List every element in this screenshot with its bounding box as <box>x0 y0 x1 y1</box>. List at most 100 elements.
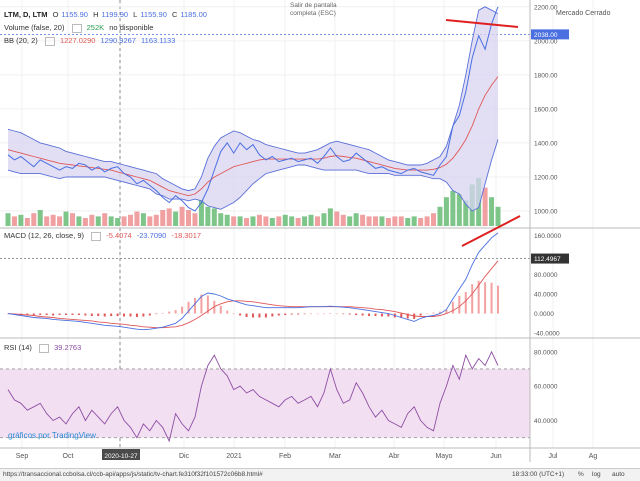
settings-icon[interactable] <box>44 36 55 46</box>
y-tick-label: 80.0000 <box>534 272 558 279</box>
trendline-price <box>445 19 519 28</box>
rsi-label: RSI (14) <box>4 343 32 352</box>
volume-bar <box>431 213 437 226</box>
x-tick-label: Dic <box>179 453 190 460</box>
ohlc-l-label: L <box>133 10 138 19</box>
volume-bar <box>134 211 140 226</box>
volume-bar <box>443 197 449 226</box>
crosshair-date-box <box>102 449 140 460</box>
bb-v1: 1227.0290 <box>59 36 96 45</box>
y-tick-label: 0.0000 <box>534 311 554 318</box>
x-tick-label: 2021 <box>226 453 242 460</box>
macd-series <box>7 232 499 331</box>
macd-histogram-bar <box>97 313 100 316</box>
y-tick-label: 80.0000 <box>534 349 558 356</box>
volume-bar <box>424 216 430 226</box>
log-toggle[interactable]: log <box>592 471 601 478</box>
auto-toggle[interactable]: auto <box>612 471 625 478</box>
x-tick-label: Sep <box>16 453 29 460</box>
volume-bar <box>411 216 417 226</box>
volume-bar <box>347 216 353 226</box>
tradingview-watermark[interactable]: gráficos por TradingView <box>8 431 96 440</box>
macd-histogram-bar <box>310 313 313 315</box>
volume-bar <box>18 214 24 226</box>
volume-bar <box>237 216 243 226</box>
bb-upper-line <box>7 6 499 192</box>
volume-bar <box>44 216 50 226</box>
macd-histogram-bar <box>432 312 435 314</box>
macd-histogram-bar <box>181 306 184 314</box>
ohlc-c-label: C <box>171 10 178 19</box>
macd-histogram-bar <box>387 313 390 317</box>
ohlc-o: 1155.90 <box>61 10 88 19</box>
volume-bar <box>82 218 88 226</box>
ohlc-h-label: H <box>93 10 99 19</box>
volume-bar <box>295 218 301 226</box>
macd-histogram-bar <box>477 280 480 314</box>
volume-bar <box>456 194 462 226</box>
trendline-macd <box>461 215 521 247</box>
annotations <box>445 19 521 247</box>
macd-histogram-bar <box>45 313 48 316</box>
macd-histogram-bar <box>168 311 171 314</box>
settings-icon[interactable] <box>91 231 102 241</box>
volume-bar <box>353 213 359 226</box>
volume-bar <box>160 210 166 226</box>
macd-histogram-bar <box>239 313 242 316</box>
volume-bar <box>24 218 30 226</box>
macd-histogram-bar <box>290 313 293 315</box>
macd-histogram-bar <box>142 313 145 317</box>
rsi-band <box>0 368 530 439</box>
macd-histogram-bar <box>135 313 138 317</box>
volume-bar <box>218 213 224 226</box>
macd-histogram-bar <box>200 294 203 314</box>
volume-bar <box>327 208 333 226</box>
volume-bar <box>108 216 114 226</box>
macd-histogram-bar <box>361 313 364 316</box>
main-legend: LTM, D, LTM O 1155.90 H 1199.90 L 1155.90 C… <box>4 10 210 20</box>
volume-bar <box>147 216 153 226</box>
macd-histogram-bar <box>458 295 461 314</box>
volume-bar <box>360 214 366 226</box>
settings-icon[interactable] <box>71 23 82 33</box>
volume-bar <box>37 210 43 226</box>
x-tick-label: Mar <box>329 453 342 460</box>
volume-bar <box>308 214 314 226</box>
volume-bar <box>173 211 179 226</box>
macd-histogram-bar <box>316 313 319 315</box>
volume-bar <box>63 211 69 226</box>
volume-bar <box>128 214 133 226</box>
tooltip-line2: completa (ESC) <box>290 10 336 17</box>
macd-histogram-bar <box>65 313 68 316</box>
volume-bar <box>102 213 108 226</box>
y-tick-label: 1400.00 <box>534 140 558 147</box>
volume-bar <box>57 216 63 226</box>
fullscreen-tooltip: Salir de pantalla completa (ESC) <box>290 2 337 18</box>
volume-bar <box>269 218 275 226</box>
macd-histogram-bar <box>374 313 377 316</box>
volume-bar <box>385 218 391 226</box>
volume-bar <box>5 213 11 226</box>
macd-legend: MACD (12, 26, close, 9) -5.4074 -23.7090… <box>4 231 204 241</box>
settings-icon[interactable] <box>39 343 50 353</box>
volume-bar <box>302 216 308 226</box>
macd-current-box <box>531 253 569 264</box>
macd-line <box>7 232 499 331</box>
ohlc-l: 1155.90 <box>140 10 167 19</box>
macd-histogram-bar <box>348 313 351 315</box>
x-tick-label: Jun <box>490 453 501 460</box>
volume-bar <box>495 206 501 226</box>
y-tick-label: 160.0000 <box>534 233 561 240</box>
volume-bar <box>405 218 411 226</box>
volume-bar <box>89 214 95 226</box>
percent-toggle[interactable]: % <box>578 471 584 478</box>
price-line <box>7 6 499 212</box>
volume-bars <box>5 178 501 226</box>
bb-legend: BB (20, 2) 1227.0290 1290.9267 1163.1133 <box>4 36 178 46</box>
rsi-legend: RSI (14) 39.2763 <box>4 343 84 353</box>
volume-bar <box>179 206 185 226</box>
volume-bar <box>95 216 101 226</box>
volume-legend: Volume (false, 20) 252K no disponible <box>4 23 156 33</box>
macd-histogram-bar <box>380 313 383 317</box>
